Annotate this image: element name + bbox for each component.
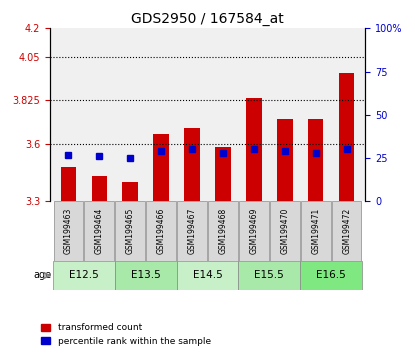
Text: E16.5: E16.5 bbox=[316, 270, 346, 280]
Text: E13.5: E13.5 bbox=[131, 270, 161, 280]
Bar bbox=[339, 73, 354, 201]
FancyBboxPatch shape bbox=[53, 261, 115, 290]
Bar bbox=[215, 147, 231, 201]
Text: GSM199468: GSM199468 bbox=[218, 208, 227, 254]
FancyBboxPatch shape bbox=[239, 261, 300, 290]
Text: GSM199466: GSM199466 bbox=[156, 208, 166, 254]
Text: age: age bbox=[33, 270, 51, 280]
Text: E12.5: E12.5 bbox=[69, 270, 99, 280]
Bar bbox=[277, 119, 293, 201]
FancyBboxPatch shape bbox=[84, 201, 114, 261]
FancyBboxPatch shape bbox=[301, 201, 331, 261]
Text: GSM199470: GSM199470 bbox=[280, 208, 289, 254]
Text: GSM199471: GSM199471 bbox=[311, 208, 320, 254]
FancyBboxPatch shape bbox=[115, 261, 176, 290]
FancyBboxPatch shape bbox=[115, 201, 145, 261]
FancyBboxPatch shape bbox=[176, 261, 239, 290]
Bar bbox=[184, 128, 200, 201]
Bar bbox=[92, 176, 107, 201]
FancyBboxPatch shape bbox=[146, 201, 176, 261]
Text: GSM199463: GSM199463 bbox=[64, 208, 73, 254]
Text: GSM199469: GSM199469 bbox=[249, 208, 259, 254]
Title: GDS2950 / 167584_at: GDS2950 / 167584_at bbox=[131, 12, 284, 26]
Bar bbox=[122, 182, 138, 201]
FancyBboxPatch shape bbox=[239, 201, 269, 261]
FancyBboxPatch shape bbox=[270, 201, 300, 261]
Text: GSM199467: GSM199467 bbox=[188, 208, 197, 254]
FancyBboxPatch shape bbox=[332, 201, 361, 261]
Text: E15.5: E15.5 bbox=[254, 270, 284, 280]
FancyBboxPatch shape bbox=[177, 201, 207, 261]
Bar bbox=[61, 167, 76, 201]
Bar bbox=[308, 119, 323, 201]
Text: GSM199472: GSM199472 bbox=[342, 208, 351, 254]
Text: GSM199465: GSM199465 bbox=[126, 208, 135, 254]
FancyBboxPatch shape bbox=[54, 201, 83, 261]
Text: GSM199464: GSM199464 bbox=[95, 208, 104, 254]
Bar bbox=[246, 97, 261, 201]
FancyBboxPatch shape bbox=[208, 201, 238, 261]
FancyBboxPatch shape bbox=[300, 261, 362, 290]
Bar bbox=[154, 134, 169, 201]
Legend: transformed count, percentile rank within the sample: transformed count, percentile rank withi… bbox=[38, 320, 214, 349]
Text: E14.5: E14.5 bbox=[193, 270, 222, 280]
